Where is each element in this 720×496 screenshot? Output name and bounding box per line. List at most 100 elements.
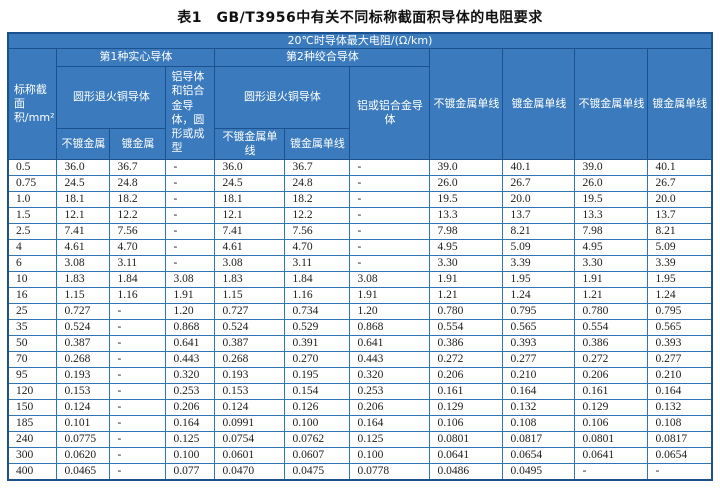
resistance-value-cell: 0.100 [349,447,431,465]
header-plated-wire-col9: 镀金属单线 [502,48,576,161]
resistance-value-cell: 36.0 [214,159,286,177]
resistance-value-cell: 13.3 [574,207,649,225]
resistance-value-cell: - [349,175,431,193]
row-label-nominal-area: 25 [7,303,58,321]
resistance-value-cell: 0.727 [214,303,286,321]
resistance-value-cell: 36.7 [284,159,351,177]
resistance-value-cell: - [109,367,167,385]
table-row: 25 0.727-1.20 0.727 0.734 1.20 0.780 0.795 0.78… [7,303,713,321]
resistance-value-cell: - [574,463,649,481]
resistance-value-cell: 0.0817 [647,431,713,449]
resistance-value-cell: 26.0 [574,175,649,193]
resistance-value-cell: 0.125 [349,431,431,449]
row-label-nominal-area: 95 [7,367,58,385]
resistance-value-cell: 0.554 [574,319,649,337]
resistance-value-cell: 3.08 [214,255,286,273]
resistance-value-cell: 0.443 [165,351,216,369]
table-row: 1.5 12.1 12.2-12.1 12.2-13.3 13.7 13.3 13.7 [7,207,713,225]
header-unplated-wire-col8: 不镀金属单线 [429,48,504,161]
resistance-value-cell: 0.868 [165,319,216,337]
resistance-value-cell: 0.272 [429,351,504,369]
header-group-solid-conductor: 第1种实心导体 [56,48,216,67]
resistance-value-cell: 1.95 [502,271,576,289]
resistance-value-cell: 0.320 [165,367,216,385]
row-label-nominal-area: 10 [7,271,58,289]
resistance-value-cell: 0.391 [284,335,351,353]
resistance-value-cell: - [165,223,216,241]
resistance-value-cell: 0.0778 [349,463,431,481]
resistance-value-cell: - [349,191,431,209]
resistance-value-cell: 0.193 [56,367,111,385]
resistance-value-cell: 26.7 [502,175,576,193]
resistance-value-cell: 0.393 [502,335,576,353]
resistance-value-cell: 0.129 [429,399,504,417]
resistance-value-cell: 0.795 [647,303,713,321]
resistance-value-cell: 0.206 [574,367,649,385]
resistance-value-cell: - [647,463,713,481]
resistance-value-cell: - [109,303,167,321]
resistance-value-cell: 0.153 [56,383,111,401]
resistance-value-cell: 24.8 [109,175,167,193]
row-label-nominal-area: 4 [7,239,58,257]
resistance-value-cell: 0.565 [647,319,713,337]
row-label-nominal-area: 1.0 [7,191,58,209]
resistance-value-cell: 24.5 [214,175,286,193]
row-label-nominal-area: 240 [7,431,58,449]
resistance-value-cell: 7.41 [56,223,111,241]
table-header: 20℃时导体最大电阻/(Ω/km) 标称截面积/mm² 第1种实心导体 第2种绞… [7,32,713,161]
resistance-value-cell: 0.210 [502,367,576,385]
header-unplated-metal-wire: 不镀金属单线 [214,127,286,161]
resistance-table: 20℃时导体最大电阻/(Ω/km) 标称截面积/mm² 第1种实心导体 第2种绞… [6,32,714,482]
resistance-value-cell: 20.0 [502,191,576,209]
resistance-value-cell: 0.795 [502,303,576,321]
resistance-value-cell: 0.129 [574,399,649,417]
resistance-value-cell: 0.132 [647,399,713,417]
resistance-value-cell: 0.125 [165,431,216,449]
resistance-value-cell: 0.0470 [214,463,286,481]
resistance-value-cell: 1.84 [109,271,167,289]
table-row: 300 0.0620-0.100 0.0601 0.0607 0.100 0.0641 0.… [7,447,713,465]
resistance-value-cell: 0.387 [214,335,286,353]
resistance-value-cell: 0.529 [284,319,351,337]
resistance-value-cell: 24.8 [284,175,351,193]
resistance-value-cell: 0.161 [429,383,504,401]
resistance-value-cell: 0.277 [647,351,713,369]
resistance-value-cell: 5.09 [647,239,713,257]
resistance-value-cell: 0.393 [647,335,713,353]
resistance-value-cell: 1.20 [349,303,431,321]
resistance-value-cell: 3.08 [165,271,216,289]
table-row: 6 3.08 3.11-3.08 3.11-3.30 3.39 3.30 3.39 [7,255,713,273]
resistance-value-cell: 1.16 [284,287,351,305]
resistance-value-cell: 7.98 [574,223,649,241]
resistance-value-cell: 0.077 [165,463,216,481]
resistance-value-cell: 0.277 [502,351,576,369]
table-row: 185 0.101-0.164 0.0991 0.100 0.164 0.106 0.108… [7,415,713,433]
resistance-value-cell: 0.268 [214,351,286,369]
resistance-value-cell: 36.7 [109,159,167,177]
resistance-value-cell: - [165,255,216,273]
table-row: 16 1.15 1.16 1.91 1.15 1.16 1.91 1.21 1.24 1.21 1.… [7,287,713,305]
resistance-value-cell: 0.253 [165,383,216,401]
resistance-value-cell: 20.0 [647,191,713,209]
resistance-value-cell: 0.0495 [502,463,576,481]
row-label-nominal-area: 16 [7,287,58,305]
resistance-value-cell: 19.5 [574,191,649,209]
resistance-value-cell: 0.124 [214,399,286,417]
resistance-value-cell: - [109,447,167,465]
resistance-value-cell: 0.164 [165,415,216,433]
table-row: 150 0.124-0.206 0.124 0.126 0.206 0.129 0.132 0… [7,399,713,417]
resistance-value-cell: 39.0 [574,159,649,177]
resistance-value-cell: 7.41 [214,223,286,241]
resistance-value-cell: 0.0641 [574,447,649,465]
resistance-value-cell: 12.1 [214,207,286,225]
resistance-value-cell: - [349,159,431,177]
resistance-value-cell: 0.641 [349,335,431,353]
resistance-value-cell: 0.0654 [647,447,713,465]
header-max-resistance: 20℃时导体最大电阻/(Ω/km) [7,32,713,50]
resistance-value-cell: - [109,431,167,449]
resistance-value-cell: - [349,255,431,273]
resistance-value-cell: 0.780 [429,303,504,321]
header-nominal-area: 标称截面积/mm² [7,48,58,161]
resistance-value-cell: 26.7 [647,175,713,193]
